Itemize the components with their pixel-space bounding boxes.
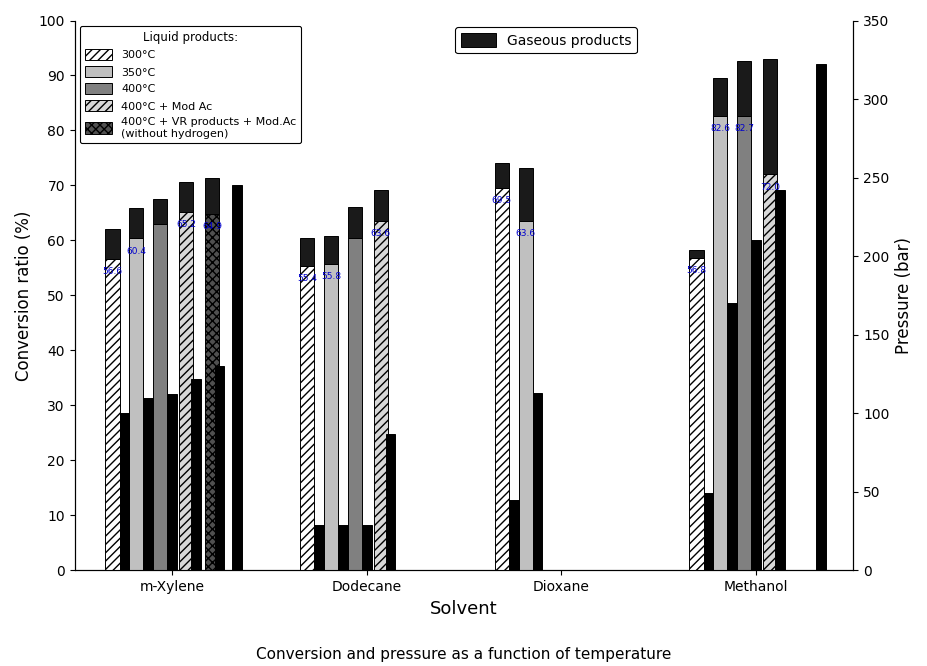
Text: 69.5: 69.5	[491, 196, 512, 206]
Bar	[374, 220, 387, 570]
Bar	[143, 398, 153, 570]
Text: 63.6: 63.6	[370, 229, 390, 238]
Text: 60.4: 60.4	[126, 246, 146, 256]
Bar	[205, 214, 219, 570]
Bar	[106, 259, 120, 570]
Bar	[153, 199, 167, 224]
Bar	[299, 238, 314, 266]
Bar	[386, 434, 395, 570]
Bar	[508, 500, 518, 570]
Bar	[750, 240, 760, 570]
Bar	[191, 379, 200, 570]
Bar	[374, 190, 387, 220]
Bar	[348, 238, 362, 570]
Bar	[703, 494, 713, 570]
Bar	[324, 236, 337, 264]
Bar	[762, 174, 776, 570]
Bar	[299, 266, 314, 570]
Bar	[324, 264, 337, 570]
Bar	[167, 394, 177, 570]
Bar	[736, 116, 750, 570]
Legend: Gaseous products: Gaseous products	[455, 27, 636, 53]
Bar	[205, 178, 219, 214]
Bar	[120, 414, 129, 570]
Bar	[179, 182, 193, 212]
Bar	[179, 212, 193, 570]
Bar	[774, 190, 784, 570]
Text: 82.6: 82.6	[709, 125, 730, 133]
Bar	[736, 61, 750, 116]
Bar	[232, 185, 242, 570]
Bar	[129, 208, 143, 238]
Bar	[815, 65, 825, 570]
X-axis label: Solvent: Solvent	[430, 599, 497, 617]
Bar	[727, 303, 736, 570]
Text: Conversion and pressure as a function of temperature: Conversion and pressure as a function of…	[256, 647, 671, 663]
Text: 72.0: 72.0	[759, 182, 780, 192]
Y-axis label: Conversion ratio (%): Conversion ratio (%)	[15, 210, 33, 381]
Text: 56.8: 56.8	[686, 266, 705, 275]
Text: 65.2: 65.2	[176, 220, 196, 229]
Bar	[518, 168, 532, 220]
Bar	[518, 220, 532, 570]
Text: 63.6: 63.6	[515, 229, 535, 238]
Bar	[689, 250, 703, 258]
Bar	[153, 224, 167, 570]
Bar	[314, 525, 324, 570]
Bar	[348, 208, 362, 238]
Text: 82.7: 82.7	[733, 124, 754, 133]
Y-axis label: Pressure (bar): Pressure (bar)	[894, 237, 912, 354]
Bar	[532, 393, 541, 570]
Bar	[762, 59, 776, 174]
Text: 56.6: 56.6	[102, 268, 122, 276]
Text: 55.4: 55.4	[297, 274, 317, 283]
Bar	[713, 78, 727, 116]
Bar	[106, 229, 120, 259]
Text: 64.9: 64.9	[202, 222, 222, 231]
Bar	[214, 366, 224, 570]
Bar	[362, 525, 371, 570]
Bar	[129, 238, 143, 570]
Bar	[337, 525, 348, 570]
Text: 55.8: 55.8	[321, 272, 340, 281]
Bar	[713, 116, 727, 570]
Bar	[689, 258, 703, 570]
Bar	[494, 188, 508, 570]
Bar	[494, 163, 508, 188]
